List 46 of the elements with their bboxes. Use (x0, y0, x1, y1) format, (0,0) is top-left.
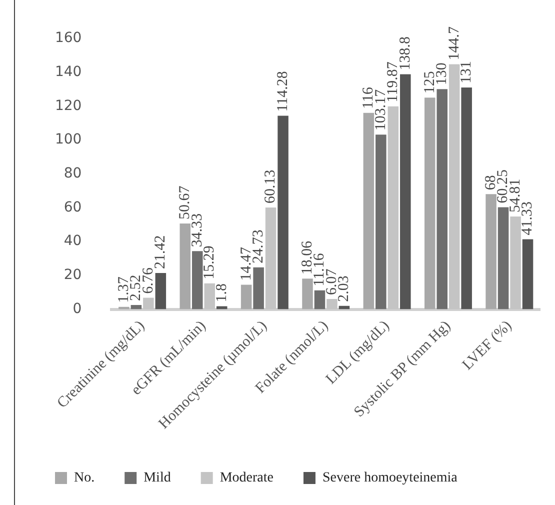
data-label: 2.03 (336, 276, 352, 302)
y-tick-label: 100 (54, 132, 82, 148)
data-label: 21.42 (152, 235, 169, 269)
bar (424, 98, 436, 310)
bar (376, 134, 386, 310)
y-tick-label: 160 (54, 30, 82, 46)
y-tick-label: 40 (64, 233, 82, 250)
data-label: 6.76 (140, 267, 156, 294)
y-tick-label: 60 (64, 199, 82, 216)
y-tick-label: 80 (64, 165, 82, 182)
data-label: 60.13 (262, 170, 279, 204)
bar (314, 290, 326, 310)
bar (400, 74, 411, 310)
y-tick-label: 0 (72, 300, 82, 317)
bar (253, 267, 264, 310)
bar (180, 223, 191, 310)
data-label: 1.8 (214, 283, 230, 302)
data-label: 15.29 (202, 246, 218, 280)
legend-label: Mild (144, 470, 171, 486)
legend-label: Moderate (220, 470, 274, 486)
data-label: 24.73 (250, 230, 266, 264)
data-label: 114.28 (274, 71, 291, 112)
data-label: 138.8 (397, 36, 414, 70)
bar (216, 306, 228, 310)
bar (436, 89, 448, 310)
bar (363, 112, 374, 310)
data-label: 34.33 (189, 213, 206, 248)
y-tick-label: 120 (54, 98, 82, 114)
bar (486, 194, 496, 310)
y-tick-label: 20 (64, 267, 82, 284)
bar (155, 272, 166, 310)
bar (498, 207, 509, 310)
bar (302, 278, 313, 310)
bar (461, 87, 472, 310)
bar (240, 284, 252, 310)
legend-label: No. (74, 470, 95, 486)
bar (130, 304, 142, 310)
bar (278, 116, 288, 310)
data-label: 130 (434, 62, 450, 86)
bar (522, 239, 534, 310)
bar (192, 251, 203, 310)
data-label: 131 (458, 60, 475, 84)
y-tick-label: 140 (54, 64, 82, 80)
legend-label: Severe homoeyteinemia (322, 470, 458, 486)
data-label: 41.33 (520, 202, 536, 236)
data-label: 144.7 (446, 26, 462, 60)
